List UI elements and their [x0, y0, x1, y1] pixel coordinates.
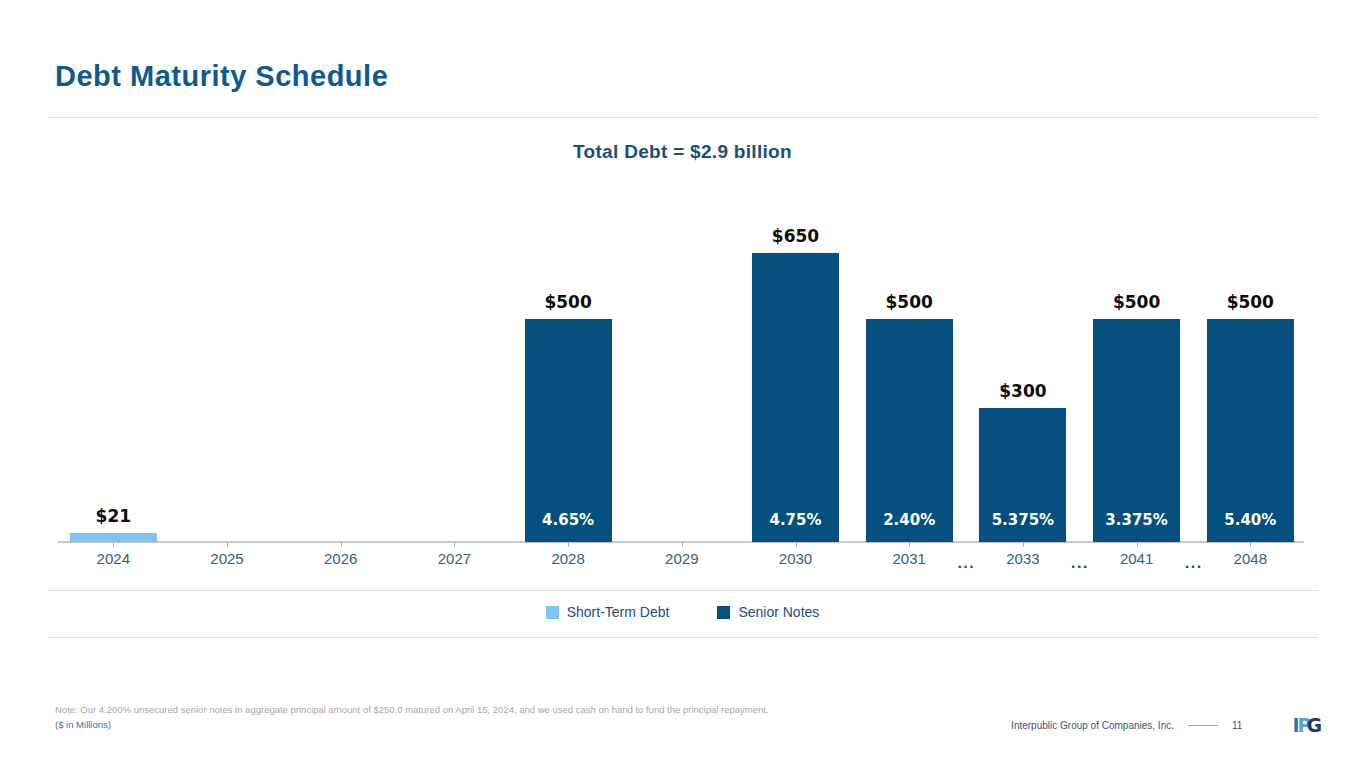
- footer-right: Interpublic Group of Companies, Inc. 11 …: [1011, 716, 1320, 735]
- axis-tick: [796, 542, 797, 547]
- axis-tick: [341, 542, 342, 547]
- axis-label-2028: 2028: [511, 550, 625, 567]
- bar-rate-label: 2.40%: [866, 511, 953, 529]
- title-divider: [48, 117, 1318, 118]
- bar-value-label: $500: [1077, 292, 1197, 312]
- chart-legend: Short-Term Debt Senior Notes: [0, 604, 1365, 620]
- chart-title: Total Debt = $2.9 billion: [0, 141, 1365, 163]
- footnote: Note: Our 4.200% unsecured senior notes …: [55, 704, 769, 715]
- bar-2048: [1207, 319, 1294, 542]
- legend-divider-top: [48, 590, 1318, 591]
- footer-separator-line: [1188, 725, 1218, 726]
- plot-area: $212024202520262027$5004.65%20282029$650…: [56, 200, 1308, 542]
- bar-rate-label: 5.40%: [1207, 511, 1294, 529]
- axis-label-2026: 2026: [284, 550, 398, 567]
- ipg-logo-letter: G: [1306, 716, 1320, 735]
- ipg-logo: I P G: [1292, 716, 1320, 735]
- legend-divider-bottom: [48, 637, 1318, 638]
- units-note: ($ in Millions): [55, 719, 111, 730]
- bar-2028: [525, 319, 612, 542]
- bar-value-label: $500: [1190, 292, 1310, 312]
- legend-item-short-term-debt: Short-Term Debt: [546, 604, 670, 620]
- company-name: Interpublic Group of Companies, Inc.: [1011, 720, 1174, 731]
- bar-2024: [70, 533, 157, 542]
- short-term-debt-swatch: [546, 606, 559, 619]
- axis-tick: [682, 542, 683, 547]
- bar-rate-label: 4.65%: [525, 511, 612, 529]
- bar-rate-label: 3.375%: [1093, 511, 1180, 529]
- bar-2041: [1093, 319, 1180, 542]
- slide: Debt Maturity Schedule Total Debt = $2.9…: [0, 0, 1365, 768]
- legend-label: Senior Notes: [738, 604, 819, 620]
- legend-item-senior-notes: Senior Notes: [717, 604, 819, 620]
- axis-tick: [113, 542, 114, 547]
- bar-value-label: $500: [849, 292, 969, 312]
- bar-value-label: $650: [736, 226, 856, 246]
- bar-rate-label: 5.375%: [979, 511, 1066, 529]
- axis-tick: [1250, 542, 1251, 547]
- axis-label-2027: 2027: [397, 550, 511, 567]
- axis-tick: [568, 542, 569, 547]
- bar-value-label: $21: [53, 506, 173, 526]
- axis-label-2025: 2025: [170, 550, 284, 567]
- bar-value-label: $300: [963, 381, 1083, 401]
- bar-value-label: $500: [508, 292, 628, 312]
- axis-tick: [1023, 542, 1024, 547]
- axis-tick: [454, 542, 455, 547]
- page-title: Debt Maturity Schedule: [55, 60, 388, 93]
- bar-2030: [752, 253, 839, 542]
- axis-label-2024: 2024: [56, 550, 170, 567]
- legend-label: Short-Term Debt: [567, 604, 670, 620]
- bar-rate-label: 4.75%: [752, 511, 839, 529]
- axis-label-2029: 2029: [625, 550, 739, 567]
- axis-tick: [1137, 542, 1138, 547]
- axis-tick: [227, 542, 228, 547]
- senior-notes-swatch: [717, 606, 730, 619]
- axis-label-2030: 2030: [739, 550, 853, 567]
- page-number: 11: [1232, 720, 1242, 731]
- axis-label-2048: 2048: [1193, 550, 1307, 567]
- axis-tick: [909, 542, 910, 547]
- bar-2031: [866, 319, 953, 542]
